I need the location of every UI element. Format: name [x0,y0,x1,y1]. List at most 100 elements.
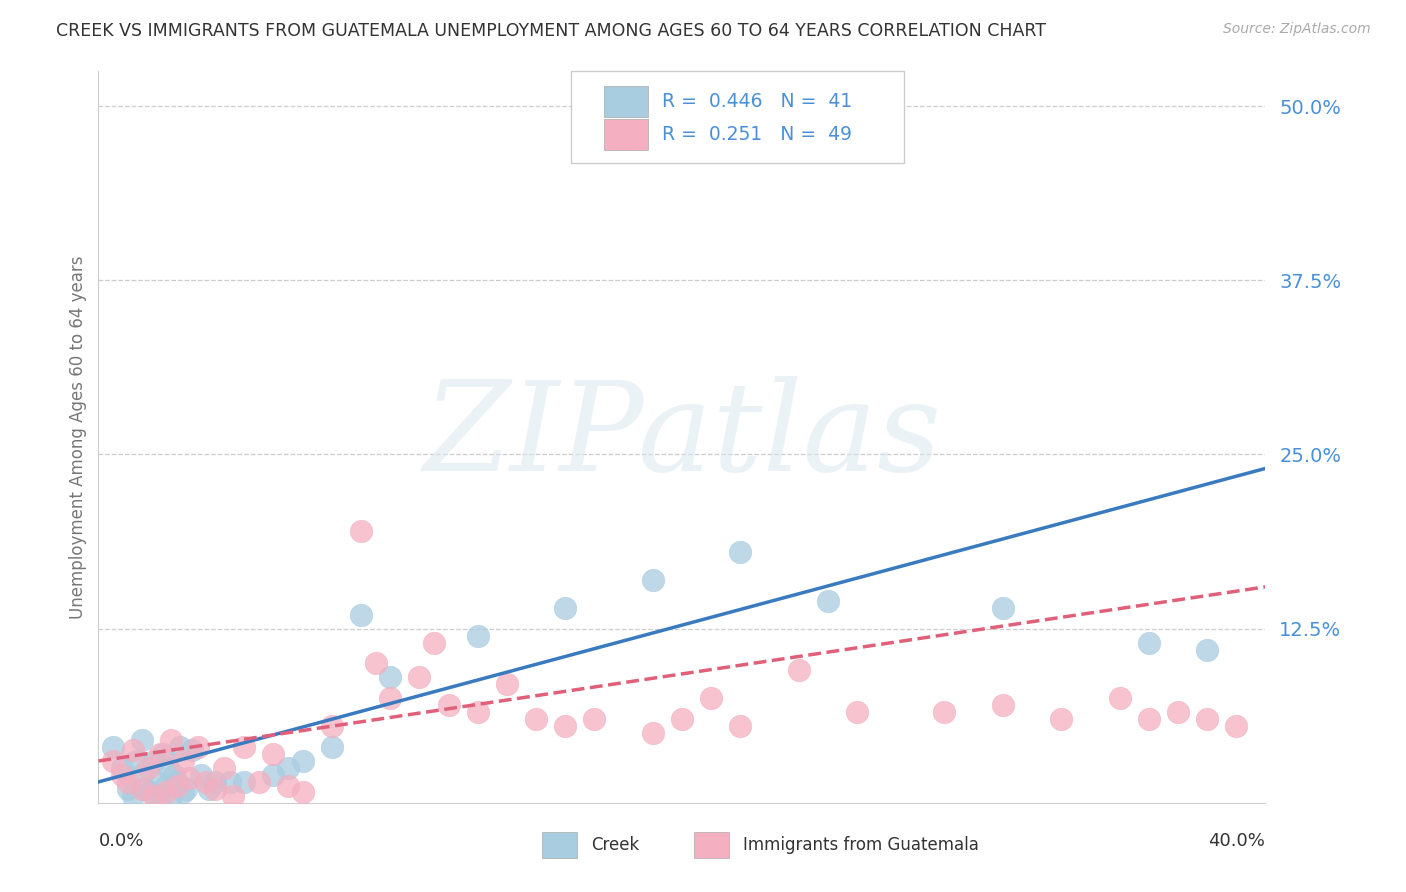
Point [212,761,235,775]
Point [1195,712,1218,726]
Point [101,754,124,768]
Point [221,789,243,803]
Point [700,691,723,706]
Point [180,743,202,757]
Point [380,691,402,706]
Point [131,733,153,747]
Point [730,719,752,733]
Point [1108,691,1130,706]
FancyBboxPatch shape [541,832,576,858]
Point [583,712,606,726]
Point [437,698,460,713]
Point [142,754,165,768]
Point [160,789,183,803]
Point [787,664,810,678]
Point [277,761,299,775]
Point [166,779,188,793]
Point [139,785,162,799]
Point [408,670,430,684]
Point [152,747,174,761]
Point [730,545,752,559]
Point [262,747,284,761]
Point [131,781,153,796]
Point [190,768,212,782]
Text: 40.0%: 40.0% [1209,832,1265,850]
FancyBboxPatch shape [571,71,904,163]
Point [817,594,839,608]
Point [233,740,256,755]
Point [423,635,446,649]
Point [149,747,172,761]
Point [187,740,209,755]
Point [177,771,200,785]
Point [934,705,956,719]
Point [277,779,299,793]
Text: ZIPatlas: ZIPatlas [423,376,941,498]
Point [467,629,489,643]
Point [131,768,153,782]
Point [117,775,139,789]
Point [122,743,145,757]
FancyBboxPatch shape [603,119,648,150]
Text: Creek: Creek [591,836,640,854]
Point [846,705,869,719]
Point [554,719,576,733]
Point [364,657,387,671]
Point [671,712,693,726]
Text: R =  0.446   N =  41: R = 0.446 N = 41 [662,92,852,111]
Point [554,600,576,615]
Point [291,785,314,799]
Point [247,775,270,789]
FancyBboxPatch shape [603,86,648,117]
Point [350,524,373,538]
Point [172,754,194,768]
Point [1195,642,1218,657]
Point [166,775,188,789]
Point [125,754,148,768]
Point [155,779,177,793]
Point [204,781,226,796]
Point [991,600,1014,615]
Point [291,754,314,768]
Point [524,712,547,726]
Point [134,781,156,796]
Point [111,768,134,782]
Text: Immigrants from Guatemala: Immigrants from Guatemala [742,836,979,854]
Point [321,740,343,755]
Point [136,761,159,775]
Point [101,740,124,755]
Point [155,785,177,799]
Text: R =  0.251   N =  49: R = 0.251 N = 49 [662,125,852,144]
Point [198,781,221,796]
FancyBboxPatch shape [693,832,728,858]
Point [1050,712,1073,726]
Text: Source: ZipAtlas.com: Source: ZipAtlas.com [1223,22,1371,37]
Point [111,761,134,775]
Text: CREEK VS IMMIGRANTS FROM GUATEMALA UNEMPLOYMENT AMONG AGES 60 TO 64 YEARS CORREL: CREEK VS IMMIGRANTS FROM GUATEMALA UNEMP… [56,22,1046,40]
Point [195,775,218,789]
Point [117,781,139,796]
Point [146,775,169,789]
Y-axis label: Unemployment Among Ages 60 to 64 years: Unemployment Among Ages 60 to 64 years [69,255,87,619]
Point [174,781,197,796]
Point [467,705,489,719]
Point [1167,705,1189,719]
Point [350,607,373,622]
Point [641,726,664,740]
Point [380,670,402,684]
Point [172,785,194,799]
Point [169,740,191,755]
Point [204,775,226,789]
Point [160,733,183,747]
Point [1137,712,1160,726]
Point [163,768,186,782]
Point [122,789,145,803]
Point [1225,719,1247,733]
Point [641,573,664,587]
Point [157,761,180,775]
Point [149,789,172,803]
Point [233,775,256,789]
Point [218,775,240,789]
Point [991,698,1014,713]
Point [321,719,343,733]
